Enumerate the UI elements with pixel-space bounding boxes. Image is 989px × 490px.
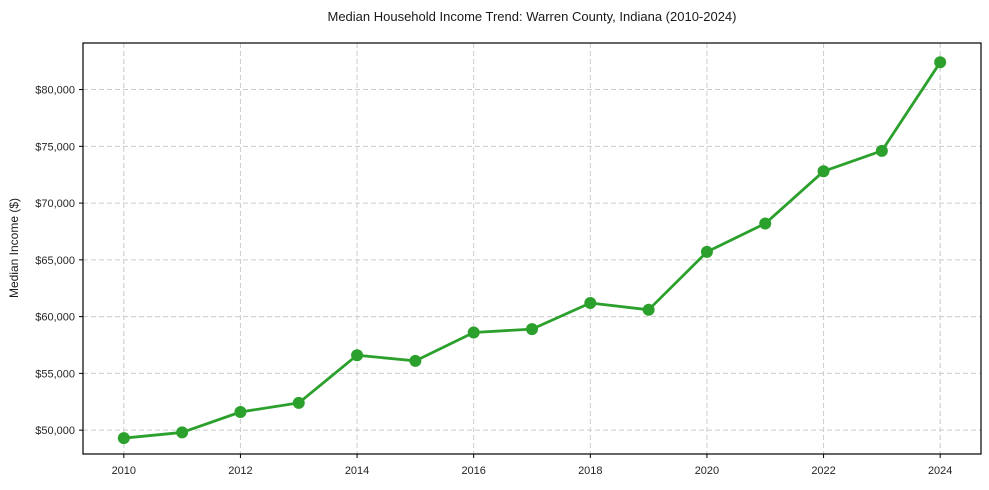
x-tick-label: 2010 xyxy=(112,465,136,477)
data-point-2013 xyxy=(292,396,305,409)
data-point-2022 xyxy=(817,165,830,178)
chart-title: Median Household Income Trend: Warren Co… xyxy=(327,9,737,24)
trend-line xyxy=(122,60,942,440)
x-tick-label: 2018 xyxy=(578,465,602,477)
data-point-2019 xyxy=(642,303,655,316)
data-point-2018 xyxy=(584,296,597,309)
x-tick-label: 2012 xyxy=(228,465,252,477)
y-tick-label: $80,000 xyxy=(35,85,75,97)
data-point-2016 xyxy=(467,326,480,339)
data-point-2015 xyxy=(409,354,422,367)
data-point-2010 xyxy=(117,432,130,445)
x-tick-label: 2016 xyxy=(461,465,485,477)
x-tick-label: 2024 xyxy=(928,465,952,477)
y-tick-label: $60,000 xyxy=(35,312,75,324)
y-tick-label: $55,000 xyxy=(35,368,75,380)
y-tick-label: $65,000 xyxy=(35,255,75,267)
data-point-2017 xyxy=(526,323,538,336)
x-tick-label: 2020 xyxy=(695,465,719,477)
data-point-2023 xyxy=(875,144,888,157)
x-tick-label: 2022 xyxy=(811,465,835,477)
data-point-2014 xyxy=(351,349,364,362)
y-tick-label: $75,000 xyxy=(35,141,75,153)
data-point-2011 xyxy=(176,426,189,439)
data-point-2024 xyxy=(934,56,947,69)
data-point-2012 xyxy=(234,405,247,418)
y-tick-label: $70,000 xyxy=(35,198,75,210)
plot-border xyxy=(82,42,982,455)
y-tick-label: $50,000 xyxy=(35,425,75,437)
x-tick-label: 2014 xyxy=(345,465,369,477)
data-point-2021 xyxy=(759,217,772,230)
data-point-2020 xyxy=(700,245,713,258)
